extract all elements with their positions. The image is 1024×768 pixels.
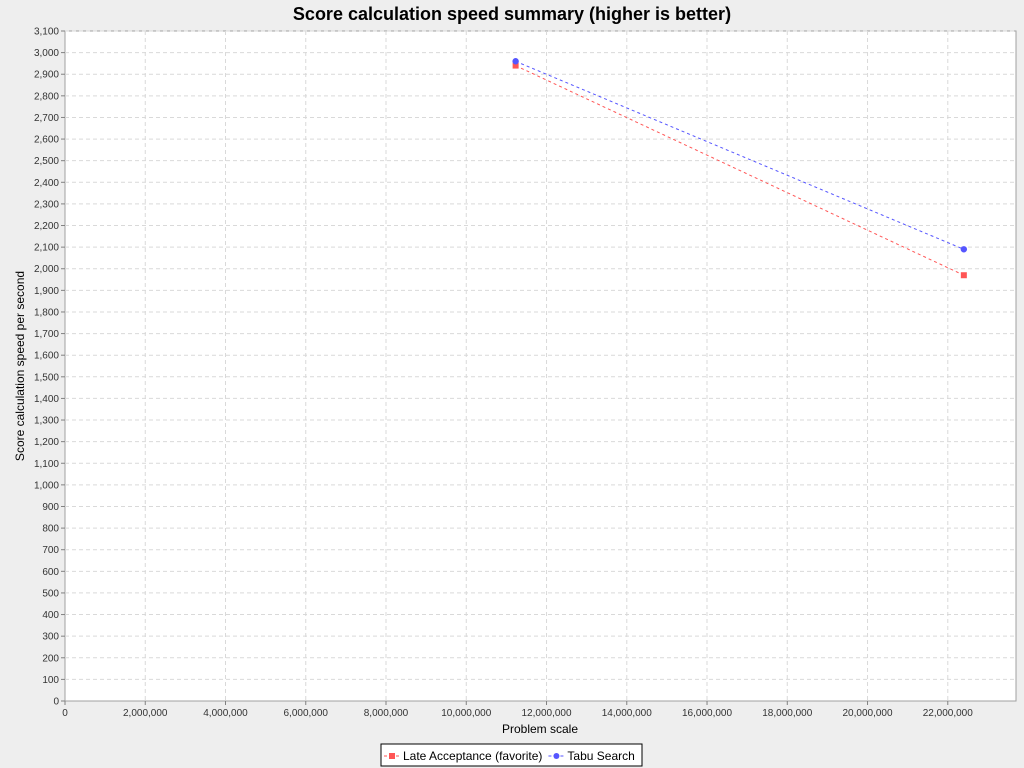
y-tick-label: 400 — [42, 610, 59, 621]
y-tick-label: 1,500 — [34, 372, 59, 383]
x-tick-label: 4,000,000 — [203, 708, 248, 719]
series-line — [515, 65, 965, 276]
x-tick-label: 10,000,000 — [441, 708, 491, 719]
x-tick-label: 22,000,000 — [923, 708, 973, 719]
y-tick-label: 2,400 — [34, 178, 59, 189]
legend-item: Tabu Search — [548, 749, 635, 763]
series — [512, 58, 968, 279]
y-tick-label: 500 — [42, 588, 59, 599]
x-tick-label: 0 — [62, 708, 68, 719]
y-tick-label: 800 — [42, 524, 59, 535]
y-tick-label: 2,600 — [34, 135, 59, 146]
legend: Late Acceptance (favorite) Tabu Search — [380, 743, 643, 767]
legend-label: Tabu Search — [567, 749, 634, 763]
y-tick-label: 2,100 — [34, 243, 59, 254]
y-tick-label: 700 — [42, 545, 59, 556]
y-tick-label: 1,000 — [34, 480, 59, 491]
y-tick-label: 2,200 — [34, 221, 59, 232]
y-tick-label: 1,100 — [34, 459, 59, 470]
legend-marker-circle — [553, 753, 560, 759]
y-tick-label: 1,800 — [34, 307, 59, 318]
y-tick-label: 1,400 — [34, 394, 59, 405]
data-point-square — [512, 62, 519, 69]
y-tick-label: 2,700 — [34, 113, 59, 124]
data-point-square — [960, 272, 967, 279]
y-tick-label: 3,000 — [34, 48, 59, 59]
data-point-circle — [512, 58, 519, 65]
y-tick-label: 200 — [42, 653, 59, 664]
axes: 0 100 200 300 400 500 600 700 800 900 1,000 1,100 1,… — [34, 27, 973, 720]
series-1 — [512, 62, 967, 279]
x-axis-label: Problem scale — [502, 722, 578, 736]
data-point-circle — [960, 246, 968, 253]
x-tick-label: 2,000,000 — [123, 708, 168, 719]
y-tick-label: 600 — [42, 567, 59, 578]
y-tick-label: 2,500 — [34, 156, 59, 167]
x-tick-label: 18,000,000 — [762, 708, 812, 719]
x-tick-label: 8,000,000 — [364, 708, 409, 719]
y-tick-label: 300 — [42, 632, 59, 643]
y-tick-label: 100 — [42, 675, 59, 686]
legend-box — [380, 743, 643, 767]
y-tick-label: 1,900 — [34, 286, 59, 297]
y-tick-label: 1,600 — [34, 351, 59, 362]
grid — [65, 30, 1016, 701]
plot-area — [64, 30, 1017, 702]
x-tick-label: 12,000,000 — [521, 708, 571, 719]
x-tick-label: 16,000,000 — [682, 708, 732, 719]
y-tick-label: 3,100 — [34, 27, 59, 38]
y-tick-label: 2,000 — [34, 264, 59, 275]
chart-title: Score calculation speed summary (higher … — [293, 4, 731, 24]
legend-item: Late Acceptance (favorite) — [384, 749, 542, 763]
y-tick-label: 2,300 — [34, 199, 59, 210]
y-tick-label: 2,800 — [34, 91, 59, 102]
x-tick-label: 6,000,000 — [284, 708, 329, 719]
y-tick-label: 2,900 — [34, 70, 59, 81]
y-tick-label: 900 — [42, 502, 59, 513]
x-tick-label: 20,000,000 — [843, 708, 893, 719]
y-axis-label: Score calculation speed per second — [13, 271, 27, 461]
y-tick-label: 1,200 — [34, 437, 59, 448]
series-2 — [512, 58, 968, 253]
y-tick-label: 0 — [53, 697, 59, 708]
y-tick-label: 1,700 — [34, 329, 59, 340]
y-tick-label: 1,300 — [34, 416, 59, 427]
legend-label: Late Acceptance (favorite) — [403, 749, 542, 763]
legend-marker-square — [389, 753, 395, 759]
x-tick-label: 14,000,000 — [602, 708, 652, 719]
